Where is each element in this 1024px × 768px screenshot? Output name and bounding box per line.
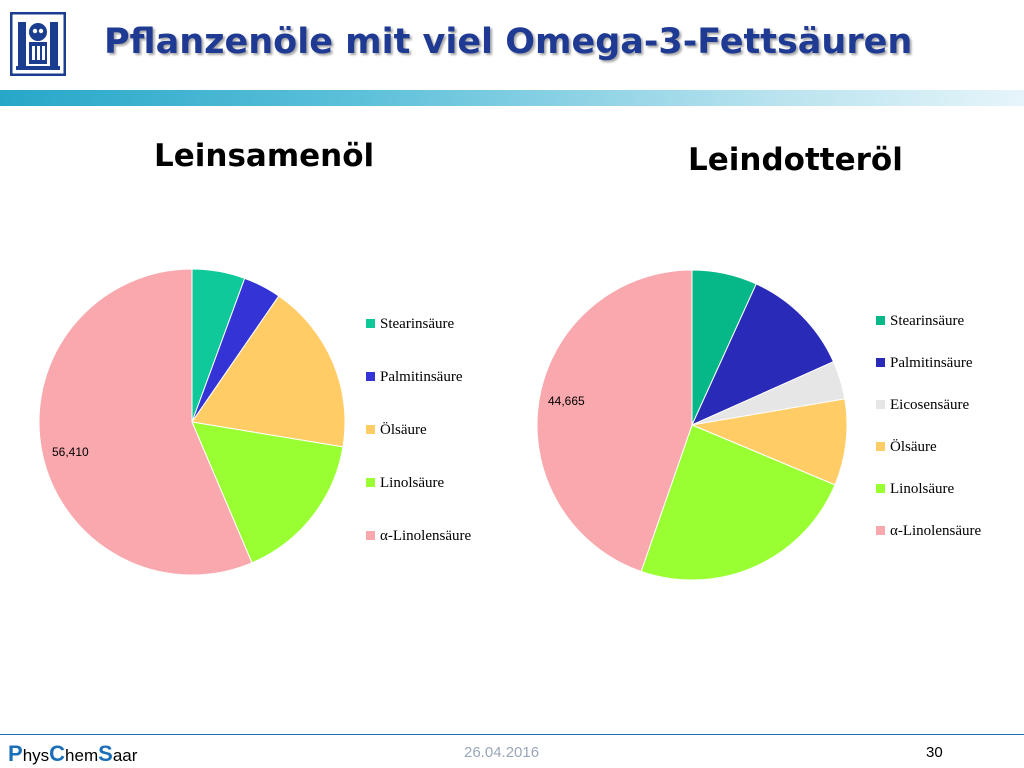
footer-date: 26.04.2016 <box>464 744 540 761</box>
footer-brand: PhysChemSaar <box>8 741 137 767</box>
footer-brand-part: aar <box>112 746 138 765</box>
pie-data-label: 44,665 <box>548 394 585 408</box>
legend-swatch <box>366 372 375 381</box>
legend-label: Stearinsäure <box>380 316 454 332</box>
university-logo <box>9 11 67 77</box>
slide-title: Pflanzenöle mit viel Omega-3-Fettsäuren <box>104 22 913 62</box>
footer-divider <box>0 734 1024 735</box>
pie-slice-ölsäure <box>191 295 346 448</box>
pie-chart-leindotteroel: 44,665 Stearinsäure Palmitinsäure Eicosensä… <box>536 269 981 581</box>
pie-chart-leinsamenoel: 56,410 Stearinsäure Palmitinsäure Ölsäure Li… <box>38 268 471 576</box>
legend-label: Linolsäure <box>380 475 444 491</box>
legend-label: Palmitinsäure <box>380 369 463 385</box>
chart-title-leinsamenoel: Leinsamenöl <box>154 138 375 174</box>
pie-data-label: 56,410 <box>52 445 89 459</box>
pie-slice-linolsäure <box>191 421 344 564</box>
legend-swatch <box>366 478 375 487</box>
legend-label: Ölsäure <box>380 421 427 438</box>
legend-swatch <box>876 526 885 535</box>
legend-swatch <box>876 442 885 451</box>
pie-slice--linolensäure <box>536 269 693 573</box>
title-accent-bar <box>0 90 1024 106</box>
page-number: 30 <box>926 744 943 761</box>
legend-swatch <box>366 425 375 434</box>
pie-slice-linolsäure <box>640 424 836 581</box>
legend-label: Ölsäure <box>890 438 937 455</box>
legend-swatch <box>876 400 885 409</box>
footer-brand-part: hys <box>22 746 50 765</box>
pie-slice-ölsäure <box>690 398 848 486</box>
legend-label: α-Linolensäure <box>890 523 981 539</box>
legend-label: Stearinsäure <box>890 313 964 329</box>
footer-brand-part: hem <box>65 746 99 765</box>
footer-brand-part: C <box>49 741 66 766</box>
legend-swatch <box>876 316 885 325</box>
legend-swatch <box>876 358 885 367</box>
pie-slice--linolensäure <box>38 268 253 576</box>
legend-swatch <box>366 319 375 328</box>
legend-swatch <box>876 484 885 493</box>
legend-label: α-Linolensäure <box>380 528 471 544</box>
legend-label: Palmitinsäure <box>890 355 973 371</box>
footer-brand-part: S <box>98 741 113 766</box>
pie-slice-palmitinsäure <box>690 283 835 426</box>
legend-label: Eicosensäure <box>890 397 969 413</box>
footer-brand-part: P <box>8 741 23 766</box>
legend-label: Linolsäure <box>890 481 954 497</box>
legend-swatch <box>366 531 375 540</box>
chart-title-leindotteroel: Leindotteröl <box>688 142 903 178</box>
